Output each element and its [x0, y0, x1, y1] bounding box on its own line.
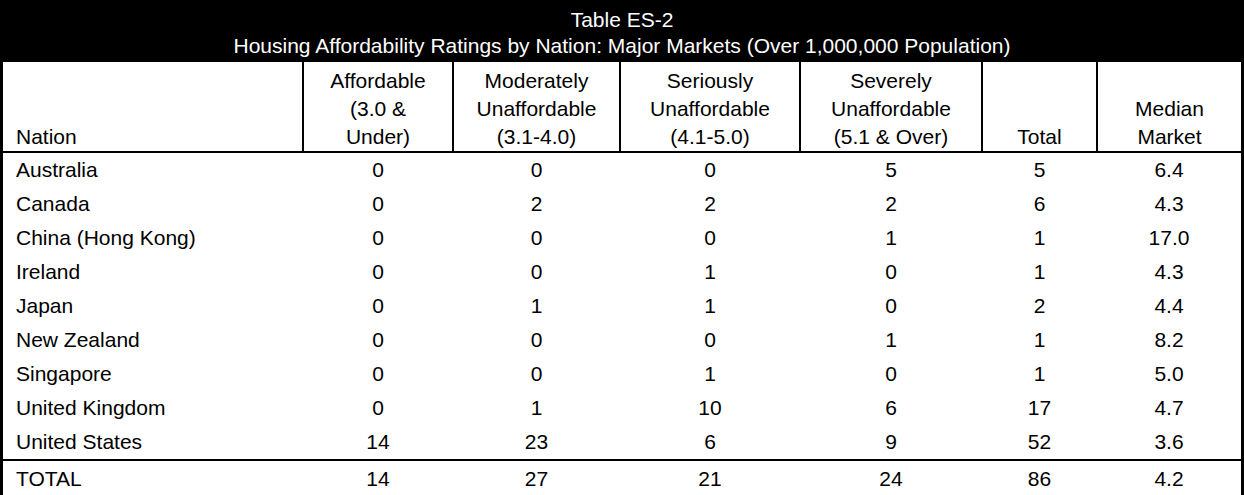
table-row: China (Hong Kong)0001117.0 — [3, 221, 1241, 255]
value-cell: 23 — [453, 425, 620, 460]
value-cell: 52 — [982, 425, 1097, 460]
column-header-nation: Nation — [3, 62, 303, 152]
value-cell: 9 — [800, 425, 982, 460]
value-cell: 5 — [982, 152, 1097, 187]
nation-cell: Australia — [3, 152, 303, 187]
value-cell: 14 — [303, 425, 453, 460]
value-cell: 21 — [620, 460, 800, 495]
nation-cell: United States — [3, 425, 303, 460]
value-cell: 1 — [982, 357, 1097, 391]
value-cell: 17.0 — [1097, 221, 1241, 255]
value-cell: 0 — [303, 391, 453, 425]
table-title-band: Table ES-2 Housing Affordability Ratings… — [3, 3, 1241, 62]
value-cell: 0 — [303, 152, 453, 187]
value-cell: 3.6 — [1097, 425, 1241, 460]
table-row: United Kingdom01106174.7 — [3, 391, 1241, 425]
value-cell: 0 — [453, 357, 620, 391]
column-header-3: Seriously Unaffordable (4.1-5.0) — [620, 62, 800, 152]
value-cell: 4.3 — [1097, 255, 1241, 289]
table-row: Japan011024.4 — [3, 289, 1241, 323]
nation-cell: United Kingdom — [3, 391, 303, 425]
value-cell: 2 — [982, 289, 1097, 323]
value-cell: 0 — [453, 152, 620, 187]
value-cell: 4.3 — [1097, 187, 1241, 221]
nation-cell: Japan — [3, 289, 303, 323]
value-cell: 2 — [453, 187, 620, 221]
column-header-5: Total — [982, 62, 1097, 152]
value-cell: 0 — [620, 323, 800, 357]
total-row: TOTAL14272124864.2 — [3, 460, 1241, 495]
value-cell: 0 — [453, 255, 620, 289]
value-cell: 6 — [800, 391, 982, 425]
value-cell: 0 — [620, 152, 800, 187]
table-row: United States142369523.6 — [3, 425, 1241, 460]
nation-cell: Singapore — [3, 357, 303, 391]
value-cell: 0 — [453, 323, 620, 357]
value-cell: 10 — [620, 391, 800, 425]
table-row: New Zealand000118.2 — [3, 323, 1241, 357]
value-cell: 1 — [620, 289, 800, 323]
table-row: Canada022264.3 — [3, 187, 1241, 221]
value-cell: 5 — [800, 152, 982, 187]
table-number: Table ES-2 — [3, 7, 1241, 33]
value-cell: 0 — [303, 323, 453, 357]
value-cell: 6 — [982, 187, 1097, 221]
value-cell: 1 — [982, 323, 1097, 357]
value-cell: 0 — [800, 255, 982, 289]
table-title: Housing Affordability Ratings by Nation:… — [3, 33, 1241, 59]
nation-cell: China (Hong Kong) — [3, 221, 303, 255]
value-cell: 0 — [303, 255, 453, 289]
value-cell: 8.2 — [1097, 323, 1241, 357]
column-header-1: Affordable (3.0 & Under) — [303, 62, 453, 152]
header-row: NationAffordable (3.0 & Under)Moderately… — [3, 62, 1241, 152]
value-cell: 4.2 — [1097, 460, 1241, 495]
value-cell: 6.4 — [1097, 152, 1241, 187]
value-cell: 1 — [982, 221, 1097, 255]
value-cell: 86 — [982, 460, 1097, 495]
nation-cell: Canada — [3, 187, 303, 221]
nation-cell: Ireland — [3, 255, 303, 289]
value-cell: 1 — [982, 255, 1097, 289]
value-cell: 1 — [800, 323, 982, 357]
table-body: Australia000556.4Canada022264.3China (Ho… — [3, 152, 1241, 495]
housing-affordability-table: Table ES-2 Housing Affordability Ratings… — [0, 0, 1244, 495]
table-row: Ireland001014.3 — [3, 255, 1241, 289]
table-header: NationAffordable (3.0 & Under)Moderately… — [3, 62, 1241, 152]
value-cell: 14 — [303, 460, 453, 495]
value-cell: 0 — [453, 221, 620, 255]
value-cell: 4.7 — [1097, 391, 1241, 425]
total-label: TOTAL — [3, 460, 303, 495]
nation-cell: New Zealand — [3, 323, 303, 357]
value-cell: 27 — [453, 460, 620, 495]
value-cell: 1 — [800, 221, 982, 255]
value-cell: 24 — [800, 460, 982, 495]
value-cell: 0 — [303, 357, 453, 391]
ratings-table: NationAffordable (3.0 & Under)Moderately… — [3, 62, 1241, 495]
value-cell: 1 — [620, 255, 800, 289]
table-row: Australia000556.4 — [3, 152, 1241, 187]
value-cell: 0 — [303, 289, 453, 323]
value-cell: 5.0 — [1097, 357, 1241, 391]
value-cell: 4.4 — [1097, 289, 1241, 323]
value-cell: 2 — [800, 187, 982, 221]
value-cell: 17 — [982, 391, 1097, 425]
column-header-2: Moderately Unaffordable (3.1-4.0) — [453, 62, 620, 152]
column-header-6: Median Market — [1097, 62, 1241, 152]
value-cell: 0 — [800, 357, 982, 391]
value-cell: 1 — [453, 289, 620, 323]
value-cell: 2 — [620, 187, 800, 221]
table-row: Singapore001015.0 — [3, 357, 1241, 391]
value-cell: 6 — [620, 425, 800, 460]
value-cell: 0 — [620, 221, 800, 255]
column-header-4: Severely Unaffordable (5.1 & Over) — [800, 62, 982, 152]
value-cell: 0 — [800, 289, 982, 323]
value-cell: 1 — [620, 357, 800, 391]
value-cell: 1 — [453, 391, 620, 425]
value-cell: 0 — [303, 187, 453, 221]
value-cell: 0 — [303, 221, 453, 255]
